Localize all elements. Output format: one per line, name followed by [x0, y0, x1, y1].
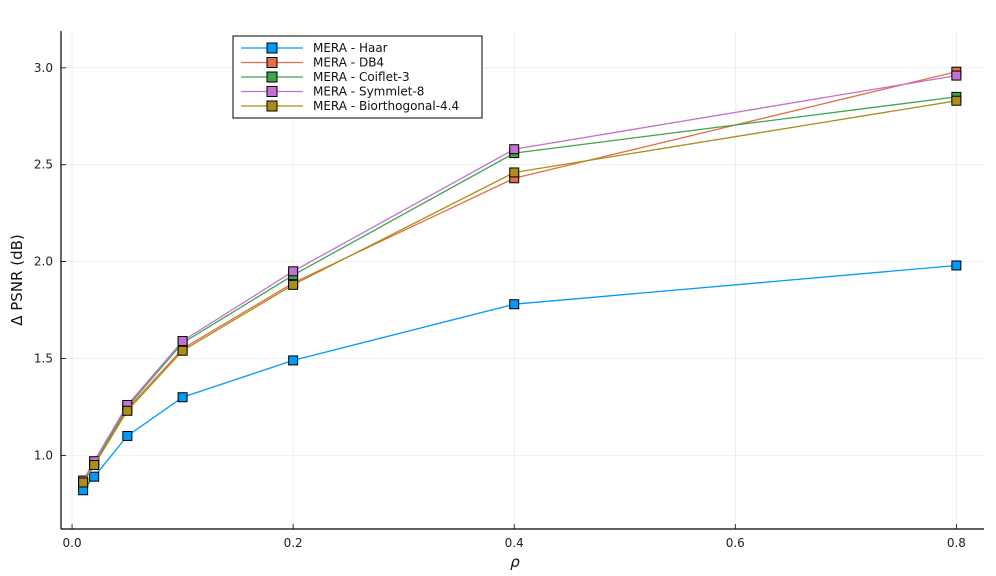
axes — [60, 31, 984, 530]
data-point — [177, 392, 188, 403]
data-point — [509, 299, 520, 310]
x-ticks: 0.0 0.2 0.4 0.6 0.8 — [63, 524, 966, 550]
y-tick-label: 3.0 — [34, 61, 53, 75]
series-5 — [78, 95, 962, 488]
x-tick-label: 0.4 — [505, 536, 524, 550]
legend-item: MERA - Haar — [241, 41, 388, 55]
legend-label: MERA - Coiflet-3 — [313, 70, 410, 84]
plot-area — [78, 66, 962, 496]
x-tick-label: 0.0 — [63, 536, 82, 550]
legend-marker — [266, 71, 278, 83]
legend-item: MERA - Coiflet-3 — [241, 70, 410, 84]
y-axis-label: Δ PSNR (dB) — [8, 234, 26, 326]
y-tick-label: 1.0 — [34, 448, 53, 462]
legend-item: MERA - DB4 — [241, 56, 384, 70]
legend-marker — [266, 86, 278, 97]
data-point — [288, 355, 299, 366]
series-1 — [78, 260, 962, 496]
data-point — [177, 336, 188, 347]
legend-label: MERA - DB4 — [313, 56, 384, 70]
legend-marker — [266, 42, 278, 54]
data-point — [509, 167, 520, 178]
grid — [61, 31, 984, 529]
x-tick-label: 0.8 — [947, 536, 966, 550]
data-point — [951, 260, 962, 271]
x-tick-label: 0.2 — [284, 536, 303, 550]
y-tick-label: 2.5 — [34, 158, 53, 172]
x-axis-label: ρ — [510, 553, 520, 571]
data-point — [177, 345, 188, 356]
data-point — [509, 144, 520, 155]
data-point — [288, 266, 299, 277]
legend-label: MERA - Biorthogonal-4.4 — [313, 99, 459, 113]
legend-label: MERA - Symmlet-8 — [313, 85, 424, 99]
data-point — [78, 477, 89, 488]
legend-item: MERA - Biorthogonal-4.4 — [241, 99, 459, 113]
legend-item: MERA - Symmlet-8 — [241, 85, 424, 99]
x-tick-label: 0.6 — [726, 536, 745, 550]
data-point — [951, 95, 962, 106]
legend-label: MERA - Haar — [313, 41, 388, 55]
data-point — [122, 430, 133, 441]
data-point — [89, 460, 100, 471]
y-tick-label: 1.5 — [34, 351, 53, 365]
data-point — [288, 279, 299, 290]
y-ticks: 1.0 1.5 2.0 2.5 3.0 — [34, 61, 66, 462]
y-tick-label: 2.0 — [34, 255, 53, 269]
legend-marker — [266, 100, 278, 112]
data-point — [951, 70, 962, 81]
data-point — [89, 471, 100, 482]
legend-marker — [266, 57, 278, 68]
data-point — [122, 405, 133, 416]
